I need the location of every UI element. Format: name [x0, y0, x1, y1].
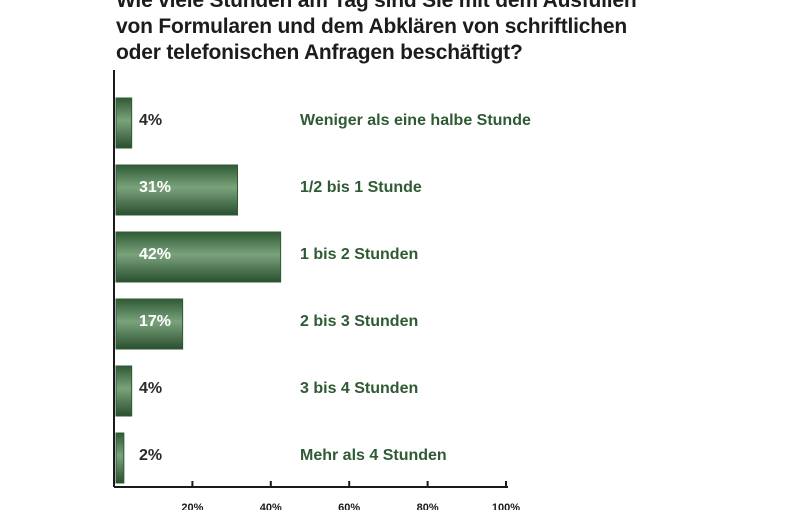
title-line-1: Wie viele Stunden am Tag sind Sie mit de… [116, 0, 637, 12]
value-label-6: 2% [139, 447, 162, 464]
category-label-3: 1 bis 2 Stunden [300, 246, 418, 263]
bar-1 [115, 97, 133, 149]
bar-2 [115, 164, 239, 216]
bar-6 [115, 432, 125, 484]
bar-5 [115, 365, 133, 417]
category-label-1: Weniger als eine halbe Stunde [300, 112, 531, 129]
category-label-5: 3 bis 4 Stunden [300, 380, 418, 397]
bar-3 [115, 231, 282, 283]
x-tick-label-40: 40% [260, 502, 282, 510]
bar-4 [115, 298, 184, 350]
value-label-2: 31% [139, 179, 171, 196]
title-line-3: oder telefonischen Anfragen beschäftigt? [116, 41, 523, 64]
x-tick-label-80: 80% [417, 502, 439, 510]
value-label-3: 42% [139, 246, 171, 263]
x-tick-label-20: 20% [181, 502, 203, 510]
chart-title: Wie viele Stunden am Tag sind Sie mit de… [116, 0, 766, 66]
title-line-2: von Formularen und dem Abklären von schr… [116, 15, 628, 38]
x-tick-label-60: 60% [338, 502, 360, 510]
category-label-4: 2 bis 3 Stunden [300, 313, 418, 330]
category-label-6: Mehr als 4 Stunden [300, 447, 447, 464]
category-label-2: 1/2 bis 1 Stunde [300, 179, 422, 196]
value-label-1: 4% [139, 112, 162, 129]
x-tick-label-100: 100% [492, 502, 520, 510]
value-label-4: 17% [139, 313, 171, 330]
value-label-5: 4% [139, 380, 162, 397]
